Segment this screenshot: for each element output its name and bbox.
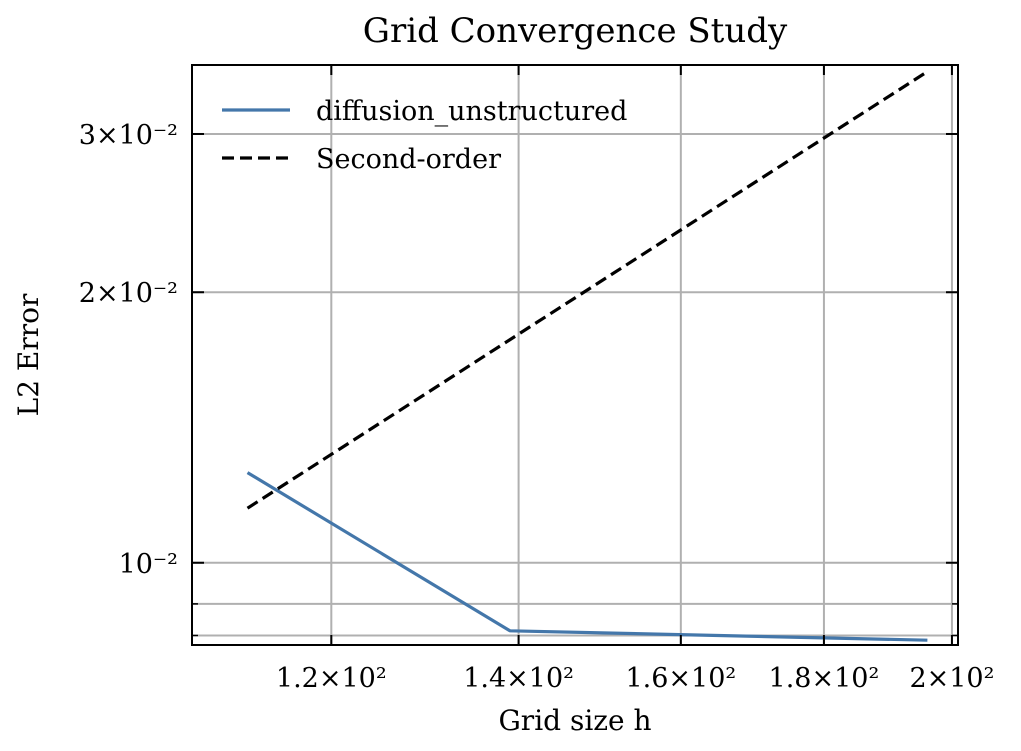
tick-marks: [192, 65, 958, 645]
x-tick-label: 1.6×10²: [625, 663, 736, 694]
y-axis-label: L2 Error: [12, 293, 45, 416]
y-tick-label: 10⁻²: [119, 549, 178, 580]
y-tick-label: 2×10⁻²: [79, 278, 178, 309]
y-tick-label: 3×10⁻²: [79, 120, 178, 151]
plot-frame: [191, 64, 959, 646]
grid-lines: [192, 65, 958, 645]
legend-label: Second-order: [316, 144, 501, 175]
legend: diffusion_unstructured Second-order: [222, 96, 627, 175]
x-tick-label: 1.8×10²: [769, 663, 880, 694]
x-tick-label: 1.4×10²: [463, 663, 574, 694]
series-line-second-order: [246, 70, 929, 510]
x-tick-label: 2×10²: [909, 663, 994, 694]
y-tick-labels: 10⁻² 2×10⁻² 3×10⁻²: [79, 120, 178, 580]
chart-title: Grid Convergence Study: [363, 11, 788, 51]
series-line-diffusion-unstructured: [246, 471, 928, 642]
legend-label: diffusion_unstructured: [316, 96, 627, 127]
x-tick-labels: 1.2×10² 1.4×10² 1.6×10² 1.8×10² 2×10²: [276, 663, 994, 694]
x-axis-label: Grid size h: [498, 704, 651, 737]
x-tick-label: 1.2×10²: [276, 663, 387, 694]
series-layer: [246, 70, 929, 642]
